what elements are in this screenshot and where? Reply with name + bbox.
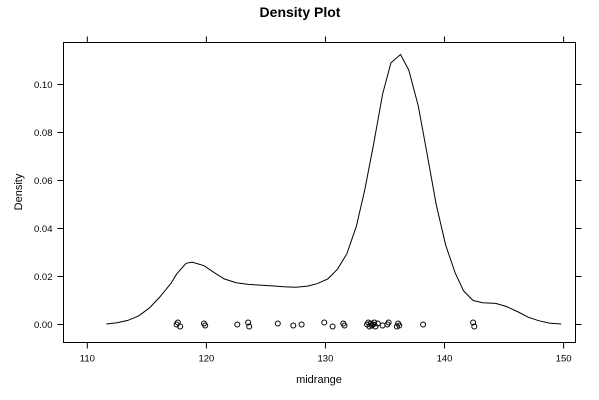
y-tick-label: 0.00 — [34, 320, 53, 331]
density-curve — [106, 53, 562, 325]
rug-point — [202, 322, 209, 329]
x-tick-label: 110 — [80, 354, 95, 365]
rug-point — [321, 319, 328, 326]
y-axis-label: Density — [13, 173, 25, 210]
y-tick-label: 0.08 — [34, 128, 53, 139]
rug-point — [234, 321, 241, 328]
x-tick-label: 150 — [556, 354, 572, 365]
plot-frame — [63, 42, 576, 343]
chart-title: Density Plot — [260, 4, 341, 20]
axis-ticks: 110 120 130 140 150 0.00 0.02 0.04 0.06 0.08 0.10 — [34, 36, 582, 365]
x-tick-label: 140 — [437, 354, 453, 365]
rug-point — [246, 323, 253, 330]
rug-point — [470, 319, 477, 326]
rug-point — [329, 323, 336, 330]
rug-point — [274, 320, 281, 327]
y-tick-label: 0.04 — [34, 224, 53, 235]
rug-point — [374, 320, 381, 327]
rug-points — [173, 319, 478, 330]
x-tick-label: 130 — [318, 354, 334, 365]
x-axis-label: midrange — [296, 374, 342, 386]
rug-point — [385, 319, 392, 326]
y-tick-label: 0.10 — [34, 80, 53, 91]
rug-point — [290, 322, 297, 329]
y-tick-label: 0.02 — [34, 272, 53, 283]
rug-point — [396, 322, 403, 329]
rug-point — [341, 322, 348, 329]
y-tick-label: 0.06 — [34, 176, 53, 187]
rug-point — [298, 321, 305, 328]
rug-point — [471, 323, 478, 330]
rug-point — [177, 323, 184, 330]
rug-point — [379, 322, 386, 329]
x-tick-label: 120 — [198, 354, 214, 365]
rug-point — [371, 319, 378, 326]
rug-point — [245, 319, 252, 326]
rug-point — [420, 321, 427, 328]
